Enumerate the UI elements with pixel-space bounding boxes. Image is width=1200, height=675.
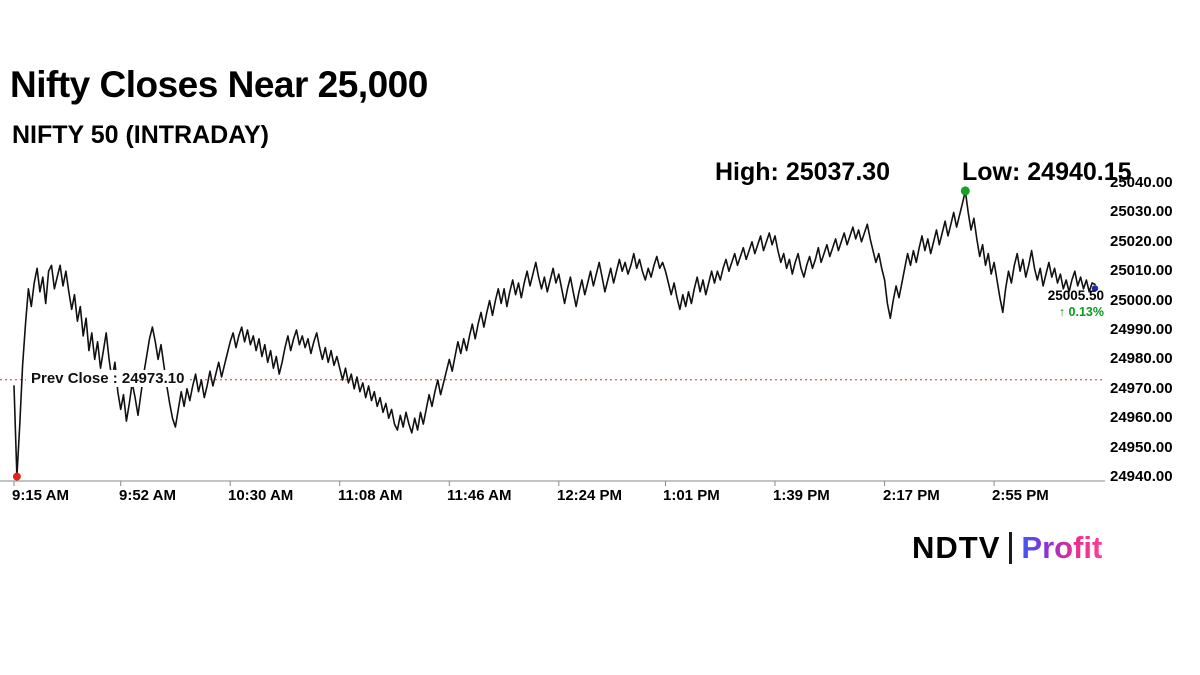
ndtv-profit-logo: NDTV Profit bbox=[912, 530, 1102, 566]
y-tick-label: 25040.00 bbox=[1110, 174, 1173, 191]
x-tick-label: 1:39 PM bbox=[773, 487, 830, 504]
y-tick-label: 24970.00 bbox=[1110, 380, 1173, 397]
y-tick-label: 24950.00 bbox=[1110, 439, 1173, 456]
y-tick-label: 24940.00 bbox=[1110, 468, 1173, 485]
page-title: Nifty Closes Near 25,000 bbox=[10, 64, 428, 105]
x-tick-label: 11:08 AM bbox=[338, 487, 403, 504]
day-high-label: High: 25037.30 bbox=[715, 158, 891, 186]
change-percent: ↑ 0.13% bbox=[1058, 304, 1104, 319]
y-tick-label: 25020.00 bbox=[1110, 233, 1173, 250]
y-tick-label: 25030.00 bbox=[1110, 203, 1173, 220]
y-tick-label: 24960.00 bbox=[1110, 409, 1173, 426]
last-price: 25005.50 bbox=[1047, 288, 1104, 303]
high-marker bbox=[960, 186, 970, 196]
logo-divider bbox=[1009, 532, 1013, 564]
price-line bbox=[13, 190, 1096, 478]
x-tick-label: 10:30 AM bbox=[228, 487, 294, 504]
x-tick-label: 9:52 AM bbox=[119, 487, 176, 504]
x-tick-label: 12:24 PM bbox=[557, 487, 623, 504]
y-tick-label: 24990.00 bbox=[1110, 321, 1173, 338]
x-tick-label: 11:46 AM bbox=[447, 487, 512, 504]
x-tick-label: 2:55 PM bbox=[992, 487, 1049, 504]
prev-close-label: Prev Close : 24973.10 bbox=[26, 370, 190, 387]
day-low-label: Low: 24940.15 bbox=[962, 158, 1132, 186]
profit-logo-text: Profit bbox=[1021, 530, 1103, 565]
x-tick-label: 9:15 AM bbox=[12, 487, 69, 504]
x-tick-label: 2:17 PM bbox=[883, 487, 940, 504]
y-tick-label: 24980.00 bbox=[1110, 350, 1173, 367]
y-tick-label: 25010.00 bbox=[1110, 262, 1173, 279]
x-tick-label: 1:01 PM bbox=[663, 487, 720, 504]
ndtv-logo-text: NDTV bbox=[912, 530, 1001, 565]
last-point-marker bbox=[1091, 285, 1099, 292]
y-tick-label: 25000.00 bbox=[1110, 292, 1173, 309]
chart-subtitle: NIFTY 50 (INTRADAY) bbox=[12, 121, 269, 149]
last-price-badge: 25005.50 ↑ 0.13% bbox=[1034, 288, 1104, 321]
low-marker bbox=[12, 472, 21, 481]
